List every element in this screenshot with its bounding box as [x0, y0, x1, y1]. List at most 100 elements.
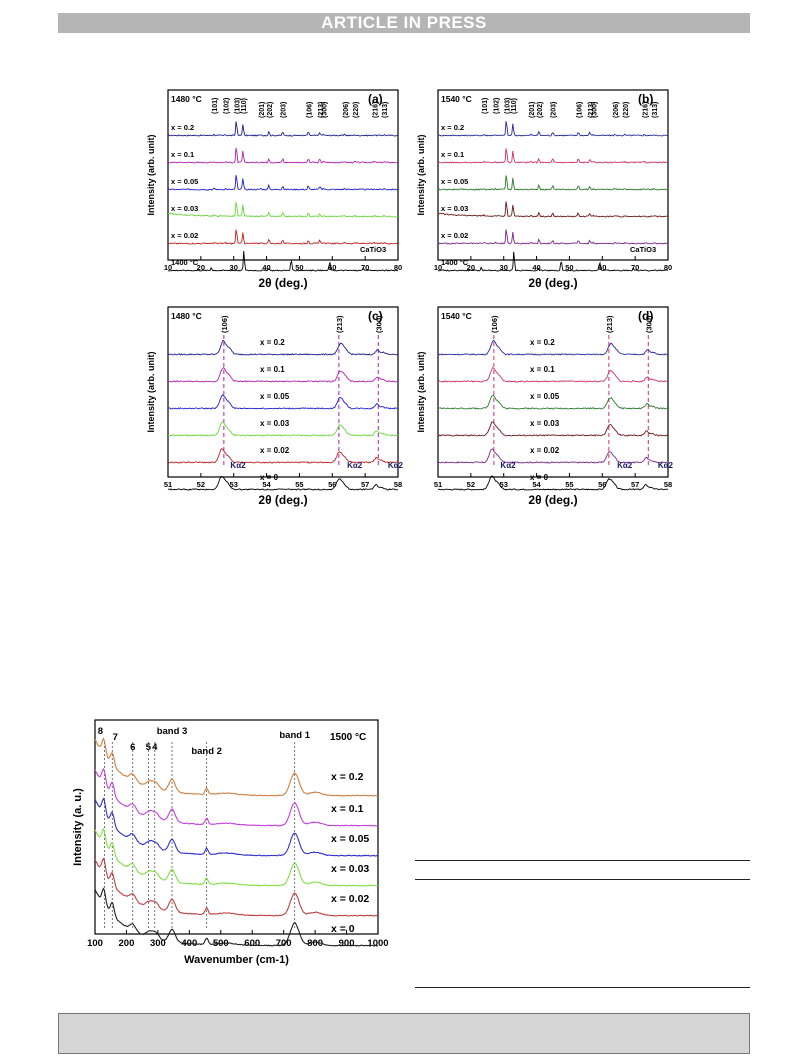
- xrd-trace: [437, 201, 669, 218]
- xrd-trace: [167, 394, 398, 410]
- trace-label: x = 0.02: [260, 446, 290, 455]
- trace-label: x = 0.1: [530, 365, 555, 374]
- trace-label: x = 0.02: [530, 446, 560, 455]
- trace-label: x = 0.02: [441, 231, 468, 240]
- panel-letter: (a): [368, 92, 383, 106]
- xrd-trace: [167, 421, 399, 437]
- y-axis-label: Intensity (arb. unit): [146, 351, 156, 432]
- band-label: 4: [152, 742, 158, 753]
- trace-label: x = 0.03: [331, 863, 369, 875]
- temperature-label: 1480 °C: [171, 94, 202, 104]
- x-tick-label: 58: [394, 480, 402, 489]
- hkl-label: (201): [529, 102, 536, 118]
- x-tick-label: 100: [87, 938, 103, 949]
- raman-trace: [94, 767, 378, 827]
- x-tick-label: 53: [500, 480, 508, 489]
- band-label: 5: [146, 742, 152, 753]
- x-tick-label: 70: [361, 263, 369, 272]
- x-tick-label: 20: [197, 263, 205, 272]
- x-tick-label: 54: [532, 480, 541, 489]
- xrd-trace: [437, 175, 669, 191]
- banner-text: ARTICLE IN PRESS: [321, 13, 487, 32]
- xrd-trace: [167, 147, 399, 164]
- x-axis-label: 2θ (deg.): [258, 276, 307, 290]
- hkl-label: (213): [605, 315, 614, 333]
- xrd-trace: [168, 175, 399, 191]
- xrd-trace: [437, 229, 669, 245]
- xrd-trace: [167, 202, 399, 218]
- x-tick-label: 57: [361, 480, 369, 489]
- reference-label: CaTiO3: [630, 245, 656, 254]
- xrd-trace: [437, 339, 668, 356]
- trace-label: 1400 °C: [171, 258, 199, 267]
- x-tick-label: 70: [631, 263, 639, 272]
- xrd-trace: [437, 121, 669, 137]
- raman-trace: [94, 827, 379, 887]
- x-tick-label: 40: [532, 263, 540, 272]
- x-tick-label: 700: [276, 938, 292, 949]
- hkl-label: (106): [220, 315, 229, 333]
- temperature-label: 1500 °C: [330, 732, 366, 743]
- hkl-label: (216): [642, 102, 649, 118]
- raman-trace: [94, 857, 379, 917]
- trace-label: x = 0.03: [171, 204, 198, 213]
- hkl-label: (106): [490, 315, 499, 333]
- xrd-panel-c: 51 52 53 54 55 56 57 58 2θ (deg.) Intensity (arb.…: [146, 306, 404, 507]
- xrd-trace: [437, 421, 669, 437]
- plot-frame: [167, 89, 399, 261]
- trace-label: x = 0: [331, 923, 355, 935]
- x-tick-label: 55: [295, 480, 303, 489]
- hkl-label: (102): [224, 98, 231, 114]
- hkl-label: (220): [353, 102, 360, 118]
- hkl-label: (300): [374, 315, 383, 333]
- hkl-label: (213): [318, 102, 325, 118]
- xrd-trace: [437, 251, 669, 272]
- band-label: 6: [130, 742, 135, 753]
- kalpha-label: Kα2: [658, 461, 674, 470]
- temperature-label: 1480 °C: [171, 311, 202, 321]
- x-tick-label: 51: [164, 480, 172, 489]
- trace-label: x = 0.2: [260, 338, 285, 347]
- table-top-rule: [415, 860, 750, 861]
- trace-label: x = 0: [260, 473, 279, 482]
- hkl-label: (106): [306, 102, 313, 118]
- x-tick-label: 800: [307, 938, 323, 949]
- trace-label: x = 0.2: [331, 771, 364, 783]
- raman-spectra-panel: 100 200 300 400 500 600 700 800 900 1000Wavenumbe…: [72, 719, 389, 966]
- xrd-panel-d: 51 52 53 54 55 56 57 58 2θ (deg.) Intensity (arb.…: [416, 306, 674, 507]
- reference-label: CaTiO3: [360, 245, 386, 254]
- x-tick-label: 30: [230, 263, 238, 272]
- hkl-label: (300): [644, 315, 653, 333]
- x-tick-label: 52: [197, 480, 205, 489]
- x-tick-label: 50: [295, 263, 303, 272]
- x-axis-label: 2θ (deg.): [258, 493, 307, 507]
- raman-trace: [94, 797, 379, 857]
- trace-label: x = 0.1: [260, 365, 285, 374]
- xrd-trace: [167, 448, 398, 464]
- raman-trace: [94, 737, 378, 797]
- xrd-trace: [167, 339, 399, 356]
- xrd-trace: [168, 229, 399, 245]
- trace-label: x = 0.2: [171, 123, 194, 132]
- x-tick-label: 30: [500, 263, 508, 272]
- trace-label: x = 0.02: [331, 893, 369, 905]
- hkl-label: (202): [267, 102, 274, 118]
- hkl-label: (101): [482, 98, 489, 114]
- band-label: 7: [113, 732, 118, 743]
- x-tick-label: 10: [434, 263, 442, 272]
- band-label: band 2: [191, 746, 222, 757]
- temperature-label: 1540 °C: [441, 94, 472, 104]
- x-tick-label: 80: [664, 263, 672, 272]
- xrd-trace: [167, 476, 399, 491]
- raman-trace: [94, 887, 378, 947]
- xrd-trace: [168, 121, 399, 137]
- x-tick-label: 10: [164, 263, 172, 272]
- band-label: band 1: [279, 730, 310, 741]
- y-axis-label: Intensity (arb. unit): [146, 134, 156, 215]
- hkl-label: (313): [652, 102, 659, 118]
- hkl-label: (300): [321, 102, 328, 118]
- trace-label: x = 0.2: [530, 338, 555, 347]
- xrd-trace: [167, 366, 398, 383]
- plot-frame: [167, 306, 399, 478]
- x-tick-label: 57: [631, 480, 639, 489]
